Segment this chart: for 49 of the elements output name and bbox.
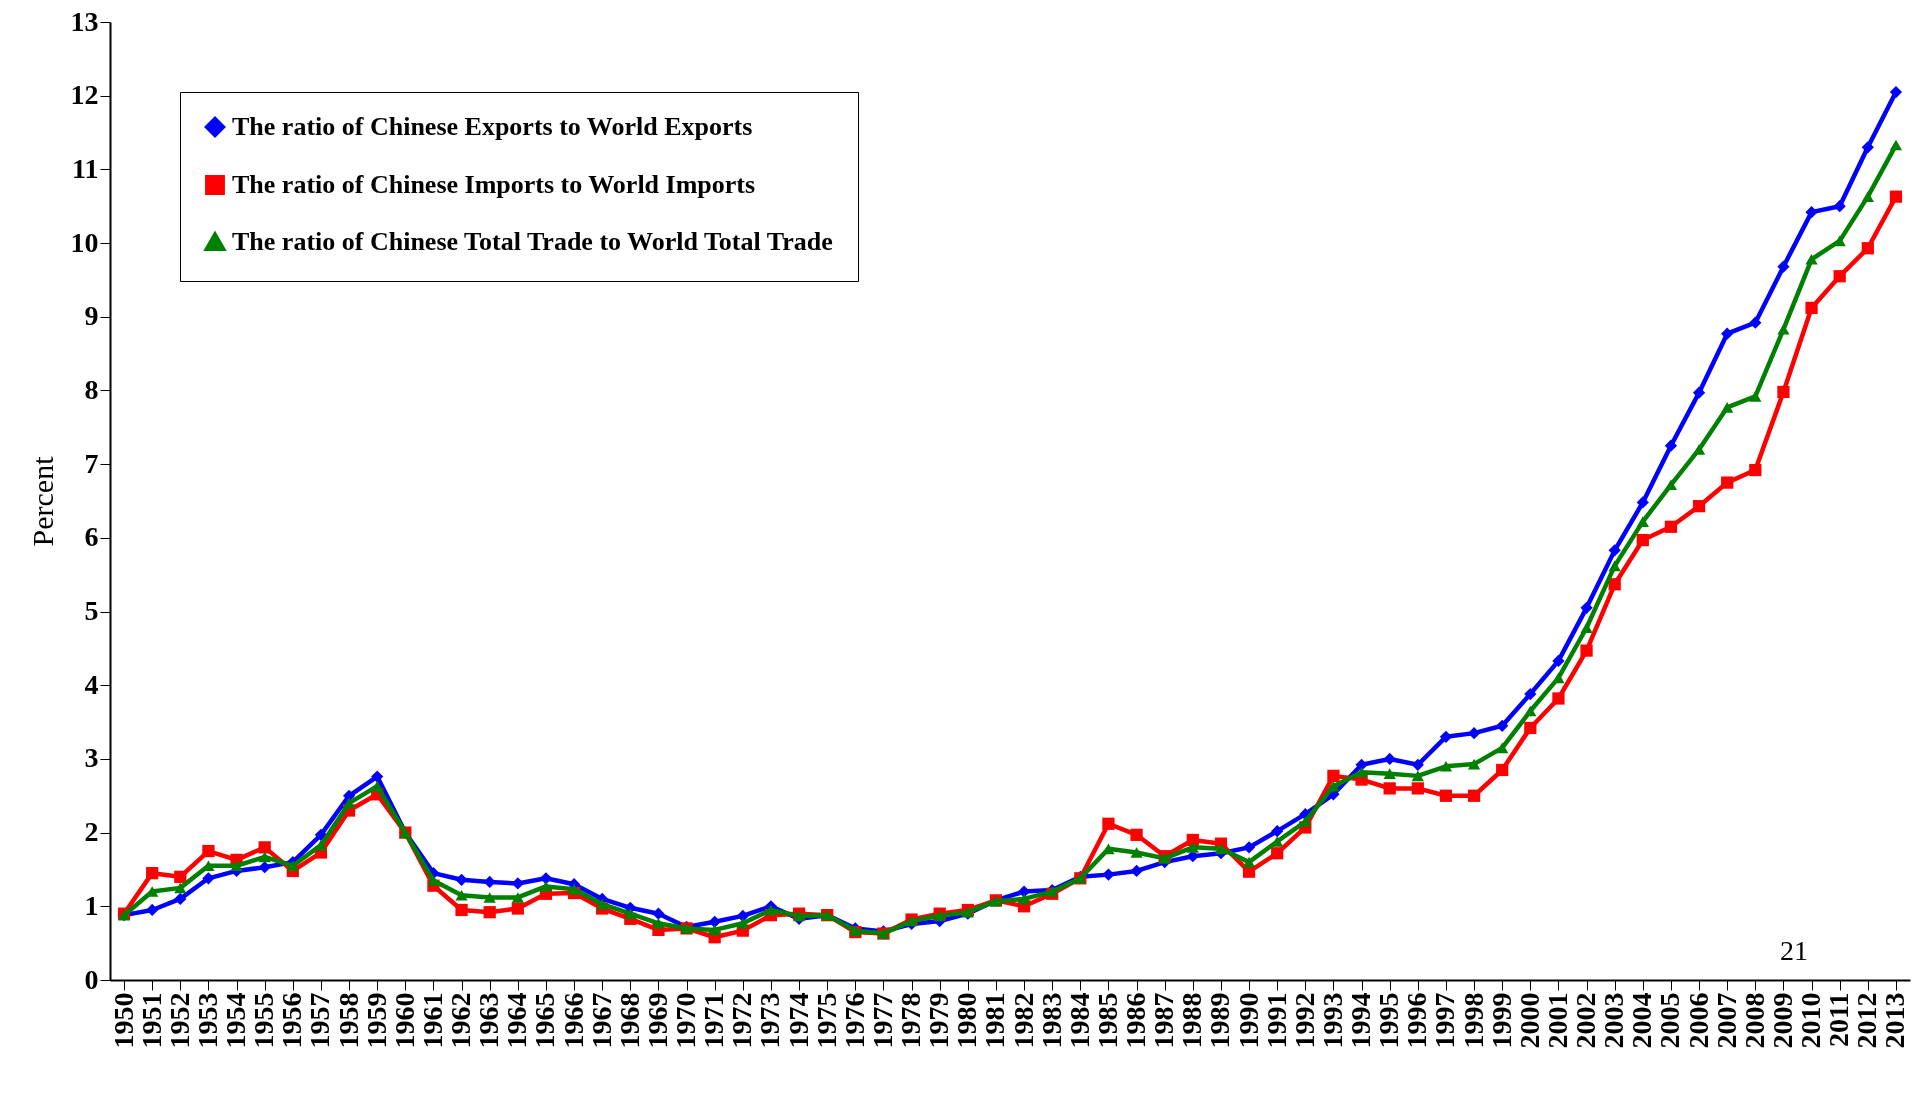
annotation: 21 [1780,935,1808,967]
point [1861,141,1874,154]
point [1496,719,1509,732]
point [1439,730,1453,743]
point [652,907,665,920]
point [1636,496,1649,509]
point [1664,439,1678,452]
point [708,915,721,928]
y-tick-label: 10 [70,226,99,258]
y-tick-label: 13 [70,5,99,37]
y-tick-label: 12 [70,79,99,111]
y-tick-label: 6 [84,521,99,553]
y-tick-label: 5 [84,595,99,627]
y-axis-title: Percent [25,455,59,547]
point [1130,864,1143,878]
point [1721,327,1734,340]
legend-label: The ratio of Chinese Total Trade to World Total Trade [232,227,833,256]
point [202,872,215,885]
point [1552,654,1565,668]
legend-label: The ratio of Chinese Exports to World Exports [232,112,753,141]
y-tick-label: 1 [84,889,99,921]
point [1749,316,1762,329]
point [1580,601,1593,614]
legend-label: The ratio of Chinese Imports to World Imports [232,170,756,199]
y-tick-label: 7 [84,447,99,479]
point [1467,727,1481,740]
point [1889,85,1903,99]
point [342,789,356,802]
point [1608,544,1621,557]
point [1805,206,1818,219]
y-tick-label: 8 [84,373,99,405]
y-tick-label: 11 [72,152,99,184]
point [146,903,159,917]
point [1777,260,1790,273]
point [736,909,749,923]
point [1524,687,1537,701]
point [1692,386,1706,399]
y-tick-label: 9 [84,300,99,332]
point [1271,825,1284,838]
point [1383,752,1396,766]
point [371,770,384,783]
y-tick-label: 2 [84,816,99,848]
y-tick-label: 4 [84,668,99,700]
y-tick-label: 0 [84,963,99,995]
point [483,875,496,889]
point [1242,841,1256,854]
point [174,892,187,906]
y-tick-label: 3 [84,742,99,774]
point [539,872,553,885]
